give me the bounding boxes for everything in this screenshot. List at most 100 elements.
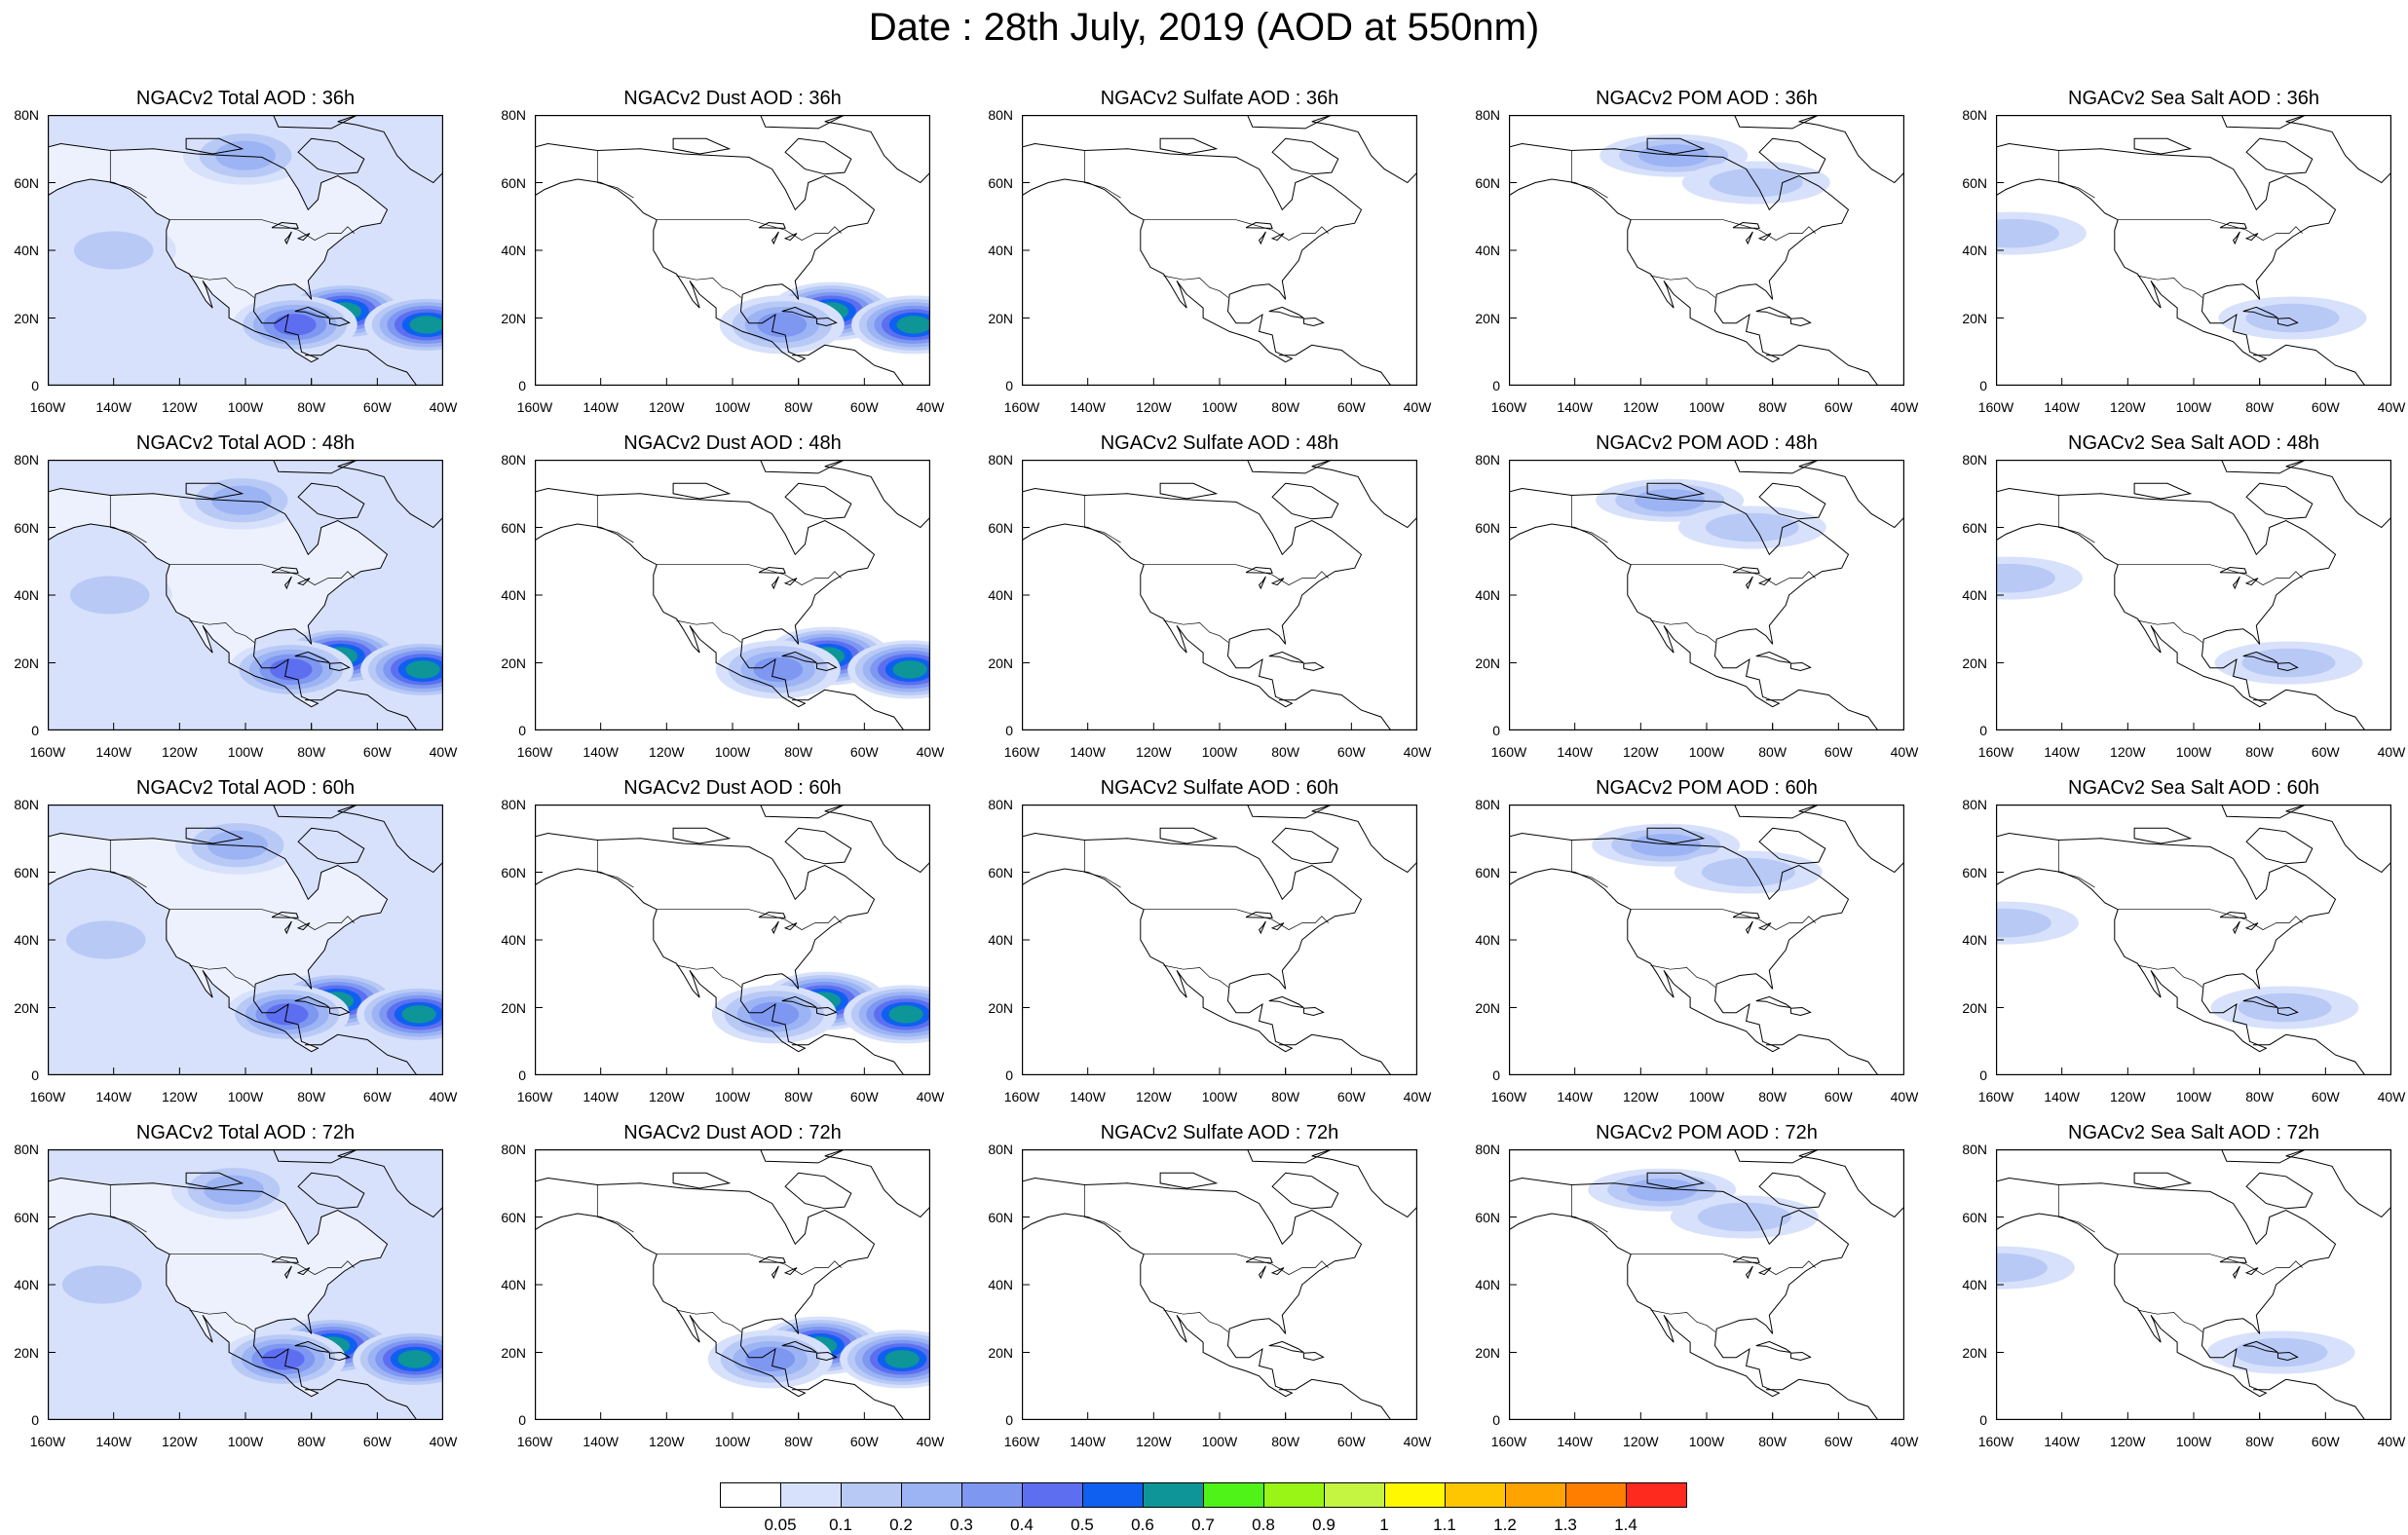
aod-plume-dust-1-tier-6 bbox=[892, 660, 927, 679]
x-tick-label: 120W bbox=[1136, 1089, 1172, 1104]
great-lake-2 bbox=[2244, 578, 2259, 586]
map-plot-area bbox=[535, 460, 930, 730]
aod-plume-total-1-tier-6 bbox=[401, 1005, 436, 1024]
y-tick-label: 40N bbox=[14, 1277, 39, 1292]
x-tick-label: 80W bbox=[2245, 744, 2275, 760]
colorbar-label: 0.5 bbox=[1071, 1516, 1094, 1534]
aod-plume-seasalt-1-tier-1 bbox=[2234, 1337, 2328, 1367]
colorbar-bin bbox=[1324, 1482, 1385, 1508]
coastline-victoria-island bbox=[2133, 482, 2193, 500]
border-alaska-canada bbox=[1570, 1184, 1608, 1233]
map-svg bbox=[1509, 805, 1904, 1075]
coastline-north-america bbox=[1509, 832, 1850, 1053]
aod-plume-pom-0-tier-2 bbox=[1627, 1179, 1698, 1202]
x-tick-label: 140W bbox=[583, 744, 619, 760]
map-svg bbox=[1996, 460, 2391, 730]
coastline-baffin-island bbox=[784, 1172, 852, 1210]
coastline-south-america bbox=[791, 1378, 905, 1420]
map-panel-pom-60h: NGACv2 POM AOD : 60h 80N 60N 40N 20N 0 160W 140… bbox=[1461, 777, 1948, 1122]
x-tick-label: 160W bbox=[1003, 1434, 1040, 1449]
y-tick-label: 40N bbox=[1475, 243, 1500, 258]
x-tick-label: 140W bbox=[95, 399, 132, 415]
x-tick-label: 40W bbox=[1403, 399, 1432, 415]
x-tick-label: 160W bbox=[516, 399, 553, 415]
panel-title: NGACv2 Total AOD : 48h bbox=[135, 432, 356, 454]
map-svg bbox=[535, 805, 930, 1075]
border-usa-mexico bbox=[2137, 964, 2203, 988]
border-usa-canada bbox=[1631, 219, 1816, 242]
great-lake-2 bbox=[783, 578, 798, 586]
y-tick-label: 60N bbox=[988, 519, 1013, 536]
great-lake-2 bbox=[1270, 578, 1285, 586]
x-tick-label: 100W bbox=[1201, 744, 1238, 760]
coastline-ellesmere-island bbox=[2221, 460, 2308, 474]
x-tick-label: 40W bbox=[1403, 1089, 1432, 1104]
x-tick-label: 40W bbox=[916, 1089, 945, 1104]
map-panel-seasalt-60h: NGACv2 Sea Salt AOD : 60h 80N 60N 40N 20N 0 16… bbox=[1948, 777, 2408, 1122]
y-tick-label: 60N bbox=[1962, 174, 1987, 191]
x-tick-label: 60W bbox=[362, 1089, 392, 1104]
x-tick-label: 140W bbox=[1070, 1434, 1106, 1449]
coastline-greenland bbox=[337, 1149, 443, 1218]
x-tick-label: 60W bbox=[362, 399, 392, 415]
panel-title: NGACv2 Dust AOD : 48h bbox=[623, 432, 842, 454]
map-panel-dust-48h: NGACv2 Dust AOD : 48h 80N 60N 40N 20N 0 160W 14… bbox=[487, 432, 974, 777]
border-usa-canada bbox=[169, 1254, 355, 1276]
coastline-south-america bbox=[1765, 344, 1879, 386]
x-tick-label: 160W bbox=[29, 1434, 66, 1449]
border-usa-canada bbox=[657, 1254, 842, 1276]
map-plot-area bbox=[1022, 115, 1417, 386]
coastline-cuba bbox=[781, 995, 817, 1008]
colorbar-label: 0.7 bbox=[1191, 1516, 1215, 1534]
panel-title: NGACv2 POM AOD : 60h bbox=[1596, 777, 1818, 799]
x-tick-label: 120W bbox=[162, 399, 198, 415]
aod-plume-total-3-tier-2 bbox=[211, 485, 272, 515]
great-lake-2 bbox=[1757, 1267, 1772, 1276]
x-tick-label: 80W bbox=[784, 1089, 813, 1104]
coastline-greenland bbox=[824, 115, 930, 184]
panel-title: NGACv2 POM AOD : 48h bbox=[1596, 432, 1818, 454]
panel-title: NGACv2 Dust AOD : 60h bbox=[623, 777, 842, 799]
aod-plume-pom-0-tier-2 bbox=[1638, 144, 1710, 168]
border-usa-mexico bbox=[1163, 1309, 1229, 1332]
coastline-hispaniola bbox=[328, 1006, 351, 1017]
coastline-ellesmere-island bbox=[1734, 1149, 1821, 1164]
coastline-victoria-island bbox=[672, 827, 732, 844]
great-lake-2 bbox=[2244, 233, 2259, 242]
y-tick-label: 60N bbox=[988, 174, 1013, 191]
coastline-hispaniola bbox=[815, 317, 838, 327]
y-tick-label: 40N bbox=[1962, 932, 1987, 948]
x-tick-label: 160W bbox=[29, 1089, 66, 1104]
x-tick-label: 120W bbox=[649, 1089, 685, 1104]
map-panel-sulfate-36h: NGACv2 Sulfate AOD : 36h 80N 60N 40N 20N 0 160… bbox=[974, 88, 1461, 432]
x-tick-label: 160W bbox=[29, 399, 66, 415]
great-lake-2 bbox=[1270, 233, 1285, 242]
aod-plume-total-1-tier-6 bbox=[405, 660, 440, 679]
coastline-victoria-island bbox=[1159, 482, 1219, 500]
y-tick-label: 20N bbox=[988, 999, 1013, 1016]
x-tick-label: 120W bbox=[1623, 1434, 1659, 1449]
coastline-hispaniola bbox=[1789, 1351, 1812, 1362]
map-plot-area bbox=[535, 805, 930, 1075]
coastline-hispaniola bbox=[815, 661, 838, 672]
aod-plume-total-2-tier-4 bbox=[266, 1003, 309, 1026]
x-tick-label: 160W bbox=[516, 1089, 553, 1104]
coastline-baffin-island bbox=[2245, 1172, 2314, 1210]
coastline-baffin-island bbox=[784, 827, 852, 865]
border-usa-canada bbox=[1631, 564, 1816, 586]
y-tick-label: 60N bbox=[1475, 1209, 1500, 1225]
border-usa-canada bbox=[1144, 219, 1329, 242]
border-alaska-canada bbox=[1570, 495, 1608, 543]
x-tick-label: 80W bbox=[784, 744, 813, 760]
coastline-victoria-island bbox=[1159, 827, 1219, 844]
x-tick-label: 40W bbox=[429, 1434, 458, 1449]
aod-plume-total-1-tier-6 bbox=[397, 1350, 433, 1368]
coastline-south-america bbox=[304, 689, 418, 730]
x-tick-label: 100W bbox=[714, 1434, 751, 1449]
y-tick-label: 20N bbox=[14, 999, 39, 1016]
y-tick-label: 60N bbox=[501, 174, 526, 191]
great-lake-1 bbox=[771, 920, 779, 935]
colorbar-label: 0.6 bbox=[1131, 1516, 1154, 1534]
panel-title: NGACv2 Sea Salt AOD : 72h bbox=[2068, 1122, 2319, 1143]
aod-plume-total-1-tier-6 bbox=[409, 316, 443, 334]
